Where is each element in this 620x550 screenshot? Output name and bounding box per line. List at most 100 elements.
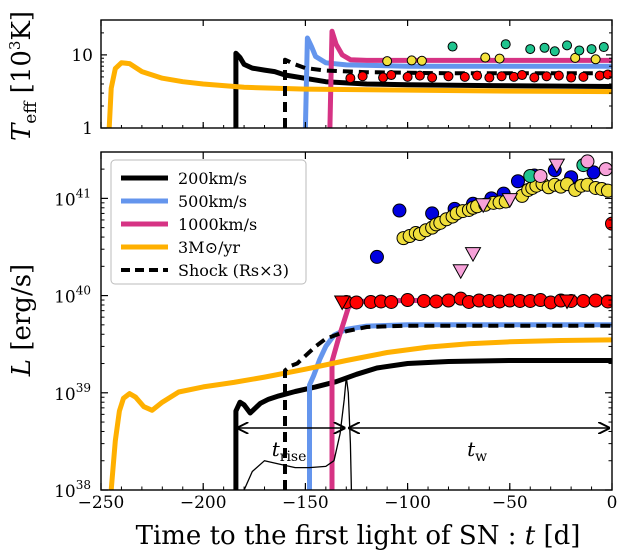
legend-label: 500km/s [178, 192, 247, 211]
x-tick-label: −150 [282, 493, 329, 513]
data-point-marker [416, 55, 427, 66]
data-point-marker [553, 70, 564, 81]
data-point-marker [529, 72, 540, 83]
data-point-marker [429, 294, 444, 309]
data-point-marker [349, 295, 364, 310]
data-point-marker [549, 46, 560, 57]
top-axes-frame [100, 19, 613, 129]
legend: 200km/s 500km/s 1000km/s 3M⊙/yr Shock (Rs×3) [110, 159, 307, 285]
data-point-marker [576, 293, 591, 308]
data-point-marker [590, 54, 601, 65]
data-point-marker [588, 293, 603, 308]
data-point-marker [443, 71, 454, 82]
series-line-500km-s-1 [302, 35, 612, 128]
series-line-200km-s-0 [233, 358, 612, 490]
data-point-marker [598, 42, 609, 53]
data-point-marker [484, 72, 495, 83]
data-point-marker [586, 44, 597, 55]
data-point-marker [580, 154, 595, 169]
bottom-y-tick-label: 1039 [54, 381, 91, 405]
data-triangle-marker [452, 264, 470, 280]
bottom-ticks: −250 −200 −150 −100 −50 0 1038 1039 1040 1041 [54, 151, 618, 513]
data-point-marker [402, 71, 413, 82]
data-triangle-marker [548, 158, 566, 174]
legend-label: 3M⊙/yr [178, 238, 240, 257]
t-w-label: tw [467, 437, 487, 465]
x-tick-label: 0 [607, 493, 618, 513]
data-point-marker [378, 72, 389, 83]
data-point-marker [533, 168, 548, 183]
data-point-marker [386, 70, 397, 81]
bottom-y-axis-label: L [erg/s] [7, 264, 37, 377]
bottom-markers-group [333, 154, 612, 311]
bottom-y-tick-label: 1038 [54, 478, 91, 502]
legend-label: 200km/s [178, 169, 247, 188]
data-point-marker [517, 70, 528, 81]
data-point-marker [384, 294, 399, 309]
bottom-y-tick-label: 1040 [54, 284, 91, 308]
bottom-panel: −250 −200 −150 −100 −50 0 1038 1039 1040 1041 tri… [7, 151, 618, 550]
data-point-marker [441, 293, 456, 308]
annotations: trise tw [238, 428, 609, 465]
series-line-200km-s-0 [233, 50, 612, 128]
data-point-marker [447, 41, 458, 52]
x-tick-label: −200 [180, 493, 227, 513]
x-tick-label: −50 [492, 493, 528, 513]
data-point-marker [345, 73, 356, 84]
series-line-500km-s-1 [307, 322, 612, 490]
top-series-group [106, 28, 612, 128]
data-point-marker [494, 53, 505, 64]
data-point-marker [480, 52, 491, 63]
data-point-marker [508, 71, 519, 82]
series-line-3m-yr-3 [108, 337, 612, 490]
legend-label: Shock (Rs×3) [178, 261, 289, 280]
data-point-marker [416, 293, 431, 308]
legend-box [110, 159, 307, 285]
data-triangle-marker [333, 295, 351, 311]
data-point-marker [406, 55, 417, 66]
data-point-marker [541, 71, 552, 82]
data-point-marker [510, 174, 525, 189]
top-y-tick-label: 10 [71, 46, 93, 66]
data-triangle-marker [558, 294, 576, 310]
data-point-marker [566, 72, 577, 83]
series-line-thin-model-5 [243, 376, 353, 490]
data-point-marker [472, 70, 483, 81]
x-tick-label: −100 [384, 493, 431, 513]
data-point-marker [594, 70, 605, 81]
data-point-marker [392, 203, 407, 218]
bottom-axes-frame [100, 151, 613, 491]
data-triangle-marker [464, 247, 482, 263]
series-line-shock-4 [283, 323, 612, 490]
bottom-y-tick-label: 1041 [54, 186, 91, 210]
data-point-marker [382, 56, 393, 67]
data-point-marker [598, 162, 612, 177]
data-point-marker [574, 45, 585, 56]
data-point-marker [500, 39, 511, 50]
legend-label: 1000km/s [178, 215, 257, 234]
data-point-marker [570, 52, 581, 63]
series-line-shock-4 [283, 57, 612, 128]
x-tick-label: −250 [78, 493, 125, 513]
data-point-marker [459, 71, 470, 82]
top-panel: 1 10 Teff [103K] [6, 11, 613, 141]
data-point-marker [562, 40, 573, 51]
series-line-3m-yr-3 [106, 60, 612, 128]
series-line-1000km-s-2 [327, 28, 612, 128]
data-point-marker [357, 71, 368, 82]
top-markers-group [345, 39, 612, 84]
top-y-axis-label: Teff [103K] [6, 11, 41, 141]
data-point-marker [578, 71, 589, 82]
x-axis-label: Time to the first light of SN : t [d] [136, 521, 581, 550]
data-point-marker [600, 183, 612, 198]
data-point-marker [369, 249, 384, 264]
top-ticks: 1 10 [71, 19, 613, 139]
t-rise-label: trise [272, 437, 307, 465]
data-triangle-marker [501, 193, 519, 209]
data-point-marker [539, 42, 550, 53]
data-point-marker [496, 71, 507, 82]
data-point-marker [400, 293, 415, 308]
data-triangle-marker [474, 198, 492, 214]
series-line-1000km-s-2 [329, 298, 612, 490]
